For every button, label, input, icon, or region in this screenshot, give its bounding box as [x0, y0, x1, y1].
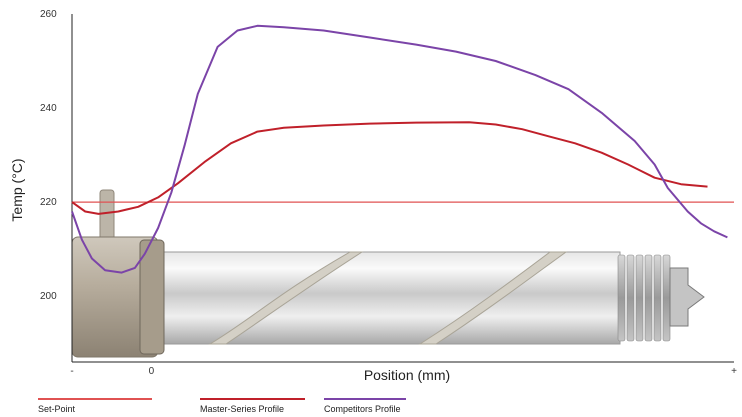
y-tick-labels: 200 220 240 260 — [40, 9, 57, 302]
nozzle-illustration — [71, 189, 705, 358]
y-tick-label: 240 — [40, 103, 57, 114]
y-axis-title: Temp (°C) — [9, 158, 25, 221]
nozzle-spiral-1 — [208, 251, 364, 345]
series-line-competitor — [71, 24, 728, 274]
y-tick-label: 220 — [40, 197, 57, 208]
nozzle-pin — [99, 189, 115, 241]
nozzle-spiral-2 — [418, 251, 568, 345]
x-tick-label: 0 — [149, 366, 155, 377]
nozzle-body — [157, 251, 621, 345]
x-axis-title: Position (mm) — [364, 367, 450, 383]
legend: Set-Point Master-Series Profile Competit… — [38, 398, 406, 414]
x-tick-label: - — [70, 366, 73, 377]
y-tick-label: 200 — [40, 291, 57, 302]
y-tick-label: 260 — [40, 9, 57, 20]
legend-label-competitors: Competitors Profile — [324, 404, 401, 414]
series-line-master — [71, 121, 708, 215]
series-layer — [71, 24, 734, 274]
x-tick-label: + — [731, 366, 737, 377]
legend-label-set-point: Set-Point — [38, 404, 76, 414]
nozzle-tip — [669, 267, 705, 327]
legend-label-master-series: Master-Series Profile — [200, 404, 284, 414]
x-tick-labels: - 0 + — [70, 366, 737, 377]
nozzle-thread-rings — [617, 254, 671, 342]
